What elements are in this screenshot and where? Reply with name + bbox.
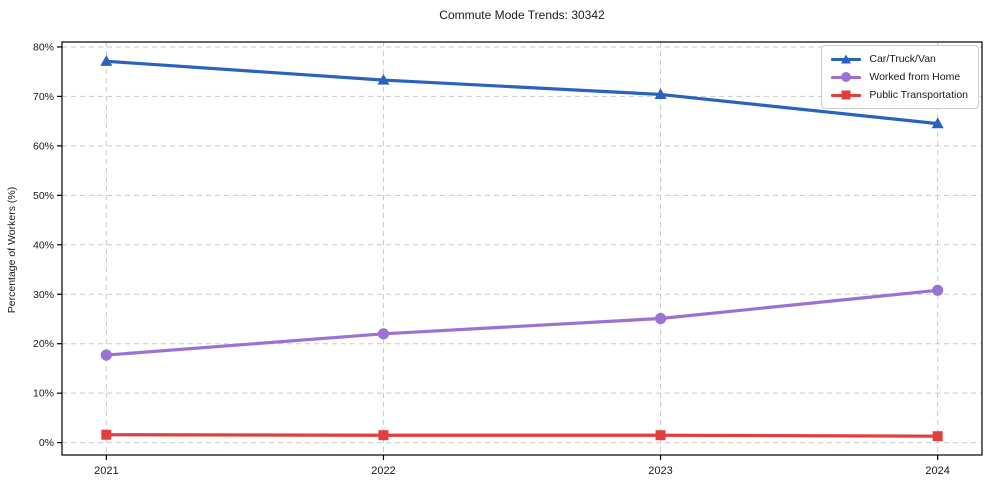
y-tick-label: 10%: [33, 388, 54, 400]
y-tick-label: 30%: [33, 289, 54, 301]
series-line-square: [104, 433, 940, 438]
y-tick-label: 0%: [39, 437, 54, 449]
data-point-circle: [377, 328, 390, 340]
legend-label: Public Transportation: [869, 89, 968, 101]
x-tick-label: 2021: [94, 465, 118, 477]
triangle-marker-icon: [841, 54, 852, 64]
data-point-circle: [100, 349, 112, 361]
data-point-triangle: [100, 55, 113, 66]
y-tick-label: 60%: [33, 140, 54, 152]
legend-label: Worked from Home: [869, 71, 961, 83]
line-swatch: [831, 72, 862, 83]
y-tick-label: 80%: [33, 41, 54, 53]
y-tick-label: 40%: [33, 239, 54, 251]
legend-item-public-transportation: Public Transportation: [831, 89, 968, 101]
chart-title: Commute Mode Trends: 30342: [439, 8, 605, 22]
data-point-circle: [932, 284, 944, 296]
x-tick-label: 2022: [371, 465, 395, 477]
circle-marker-icon: [841, 72, 852, 82]
data-point-triangle: [654, 88, 667, 100]
legend-label: Car/Truck/Van: [869, 53, 936, 65]
data-point-square: [932, 431, 943, 442]
series-line-triangle: [104, 59, 940, 126]
series-line-circle: [104, 288, 940, 357]
data-point-square: [378, 430, 389, 441]
data-point-triangle: [377, 73, 390, 85]
line-swatch: [831, 54, 862, 65]
legend: Car/Truck/Van Worked from Home Public Tr…: [821, 45, 979, 109]
square-marker-icon: [841, 90, 851, 100]
plot-border: [61, 41, 983, 456]
data-point-square: [655, 430, 666, 441]
data-point-square: [101, 429, 112, 440]
y-tick-label: 50%: [33, 190, 54, 202]
line-swatch: [831, 90, 862, 101]
x-tick-label: 2023: [648, 465, 672, 477]
y-tick-label: 70%: [33, 91, 54, 103]
data-point-circle: [654, 312, 667, 325]
y-tick-label: 20%: [33, 338, 54, 350]
legend-item-worked-from-home: Worked from Home: [831, 71, 968, 83]
x-tick-label: 2024: [925, 465, 949, 477]
legend-item-car-truck-van: Car/Truck/Van: [831, 53, 968, 65]
data-point-triangle: [931, 117, 944, 129]
